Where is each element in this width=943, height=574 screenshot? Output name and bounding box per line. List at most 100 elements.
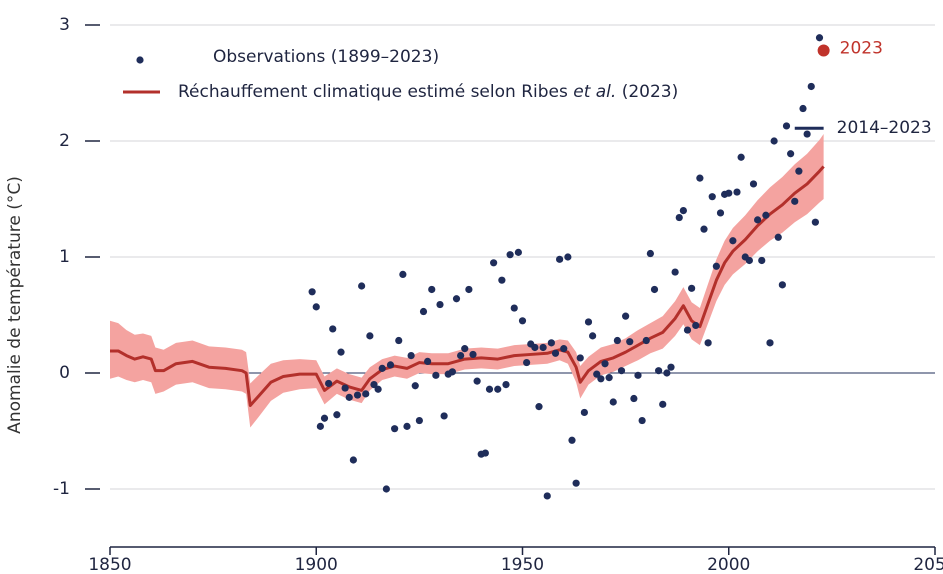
observation-point [774, 233, 782, 241]
observation-point [708, 193, 716, 201]
observation-point [485, 385, 494, 393]
observation-point [481, 449, 489, 457]
observation-point [807, 82, 815, 91]
x-tick-label: 1850 [88, 555, 131, 574]
observation-point [782, 122, 791, 130]
observation-point [547, 339, 555, 347]
observation-point [490, 259, 498, 267]
observation-point [692, 321, 700, 330]
observation-point [440, 412, 448, 420]
legend-label: Réchauffement climatique estimé selon Ri… [178, 82, 678, 102]
observation-point [312, 303, 320, 311]
observation-point [366, 332, 374, 340]
observation-point [642, 336, 650, 345]
observation-point [362, 390, 370, 398]
observation-point [762, 211, 770, 219]
observation-point [716, 209, 725, 217]
observation-point [345, 393, 353, 401]
observation-point [411, 382, 419, 390]
observation-point [617, 367, 626, 375]
observation-point [448, 368, 456, 376]
observation-point [370, 381, 378, 389]
observation-point [568, 436, 576, 444]
observation-point [543, 492, 551, 500]
observation-point [675, 213, 683, 222]
legend-label-part: et al. [573, 82, 616, 102]
observation-point [386, 361, 395, 369]
observation-point [754, 216, 762, 224]
observation-point [329, 325, 337, 333]
observation-point [407, 352, 415, 360]
uncertainty-band [110, 134, 824, 428]
observation-point [452, 295, 461, 303]
observation-point [729, 237, 737, 245]
decade-mean-label: 2014–2023 [837, 118, 932, 138]
observation-point [815, 34, 824, 42]
observation-point [424, 357, 432, 365]
observation-point [749, 180, 758, 188]
y-tick-label: 1 [59, 247, 70, 267]
observation-point [634, 371, 642, 379]
observation-point [576, 354, 584, 362]
y-tick-label: -1 [53, 479, 70, 499]
observation-point [395, 336, 403, 345]
observation-point [795, 167, 803, 175]
observation-point [374, 385, 382, 393]
x-tick-label: 2000 [707, 555, 750, 574]
observation-point [659, 400, 667, 408]
estimate-line [110, 165, 825, 407]
observation-point [688, 284, 696, 292]
observation-point [791, 197, 799, 205]
observation-point [778, 281, 786, 289]
observation-point [572, 479, 580, 487]
observation-point [679, 207, 687, 215]
x-tick-label: 1950 [501, 555, 544, 574]
observation-point [349, 456, 357, 464]
observation-point [378, 364, 386, 372]
observation-point [523, 358, 531, 367]
observation-point [358, 282, 366, 290]
y-tick-label: 2 [59, 131, 70, 151]
observation-point [597, 375, 605, 383]
observation-point [514, 248, 522, 256]
observation-point [556, 255, 564, 263]
observation-point [580, 408, 588, 417]
observation-point [535, 403, 543, 411]
observation-point [457, 352, 465, 360]
observation-point [671, 268, 679, 276]
observation-point [428, 285, 436, 294]
observation-point [325, 379, 333, 388]
y-tick-label: 3 [59, 15, 70, 35]
observation-point [502, 381, 510, 389]
highlight-label: 2023 [840, 39, 883, 59]
observation-point [403, 422, 411, 430]
observation-point [498, 276, 506, 284]
observation-point [539, 343, 547, 352]
observation-point [316, 422, 324, 430]
observation-point [333, 411, 341, 419]
legend-label-part: (2023) [616, 82, 678, 102]
observation-point [494, 385, 502, 393]
observation-point [630, 394, 638, 403]
observation-point [584, 318, 593, 326]
observation-point [799, 104, 807, 113]
observation-point [415, 416, 423, 425]
highlight-point [817, 44, 830, 57]
observation-point [419, 307, 428, 316]
observation-point [667, 363, 675, 371]
observation-point [531, 343, 539, 352]
observation-point [320, 414, 329, 422]
observation-point [712, 262, 720, 270]
observation-point [650, 285, 659, 294]
observation-point [683, 326, 692, 334]
legend-marker [136, 56, 144, 64]
observation-point [704, 339, 712, 347]
observation-point [461, 345, 469, 353]
observation-point [551, 349, 560, 357]
observation-point [353, 391, 362, 399]
observation-point [725, 189, 733, 197]
observation-point [737, 153, 745, 161]
legend-label-part: Réchauffement climatique estimé selon Ri… [178, 82, 573, 102]
observation-point [432, 371, 440, 379]
observation-point [337, 348, 345, 356]
